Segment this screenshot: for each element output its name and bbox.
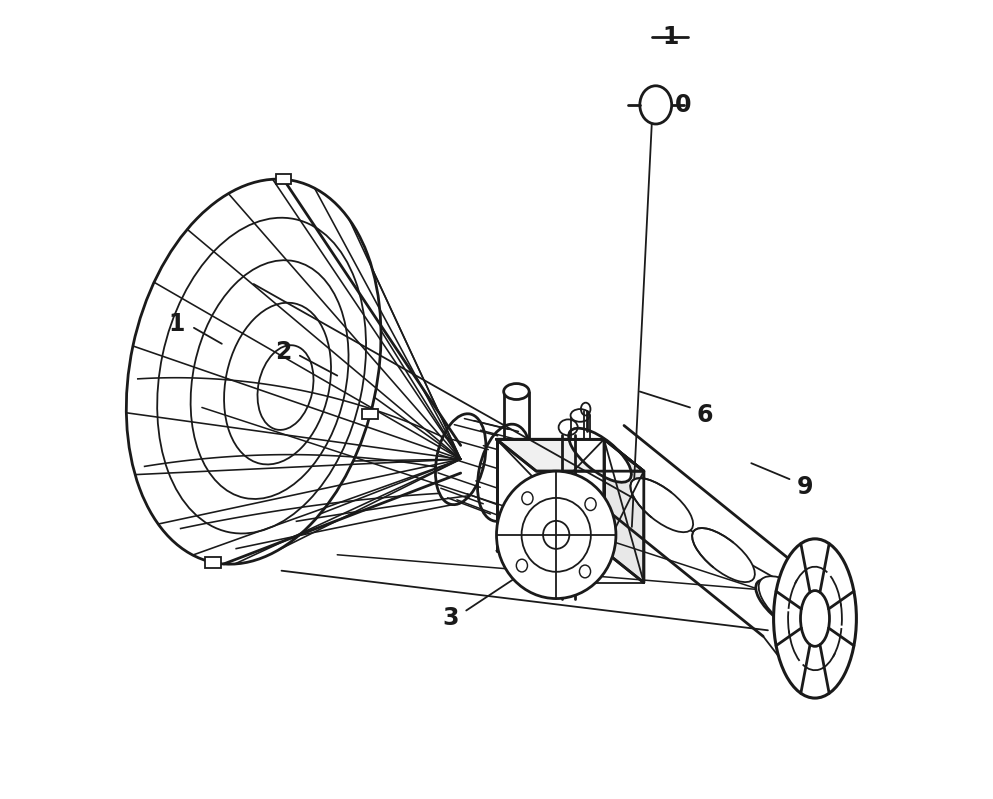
Bar xyxy=(362,408,378,419)
Polygon shape xyxy=(496,439,604,551)
Ellipse shape xyxy=(774,539,856,698)
Ellipse shape xyxy=(692,528,755,582)
Polygon shape xyxy=(496,439,643,471)
Ellipse shape xyxy=(496,471,616,598)
Ellipse shape xyxy=(631,478,693,532)
Bar xyxy=(206,557,221,567)
Ellipse shape xyxy=(759,576,828,637)
Text: 9: 9 xyxy=(797,475,813,499)
Bar xyxy=(276,174,292,185)
Text: 1: 1 xyxy=(662,26,678,50)
Text: 2: 2 xyxy=(275,340,291,364)
Text: 0: 0 xyxy=(675,93,692,117)
Text: 6: 6 xyxy=(697,403,713,427)
Ellipse shape xyxy=(571,409,590,422)
Ellipse shape xyxy=(503,384,529,400)
Ellipse shape xyxy=(569,428,632,483)
Ellipse shape xyxy=(756,579,818,634)
Text: 3: 3 xyxy=(442,606,459,630)
Ellipse shape xyxy=(800,590,829,646)
Polygon shape xyxy=(604,439,643,582)
Text: 1: 1 xyxy=(168,312,185,336)
